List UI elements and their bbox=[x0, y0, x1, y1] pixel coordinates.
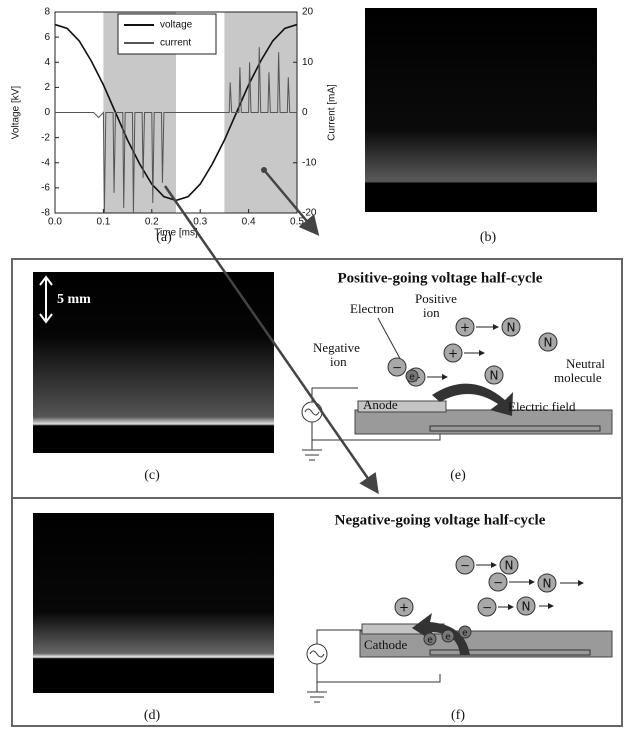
particle-symbol: + bbox=[460, 321, 470, 335]
panel-title: Positive-going voltage half-cycle bbox=[338, 270, 543, 286]
particle bbox=[405, 369, 419, 383]
caption: (e) bbox=[450, 468, 466, 483]
particle-symbol: − bbox=[493, 576, 503, 590]
particle-symbol: N bbox=[490, 369, 499, 383]
particle-symbol: e bbox=[445, 633, 451, 643]
scale-arrowheads bbox=[39, 275, 53, 324]
particle-symbol: − bbox=[482, 601, 492, 615]
y-tick-label: 2 bbox=[44, 82, 50, 93]
caption: (d) bbox=[144, 708, 161, 723]
x-tick-label: 0.3 bbox=[193, 217, 207, 228]
label: ion bbox=[423, 305, 440, 320]
caption: (a) bbox=[156, 230, 172, 245]
dielectric bbox=[354, 409, 613, 435]
electrode-label: Anode bbox=[363, 397, 398, 412]
label: Negative bbox=[313, 340, 360, 355]
y2-tick-label: 10 bbox=[302, 57, 314, 68]
y2-tick-label: 20 bbox=[302, 7, 314, 18]
link-dot bbox=[261, 167, 267, 173]
x-tick-label: 0.2 bbox=[145, 217, 159, 228]
caption: (b) bbox=[480, 230, 497, 245]
y-tick-label: 4 bbox=[44, 57, 50, 68]
particle bbox=[537, 573, 557, 593]
particle bbox=[443, 343, 463, 363]
particle-symbol: e bbox=[462, 629, 468, 639]
label: Neutral bbox=[566, 356, 605, 371]
field-arrow bbox=[432, 383, 513, 416]
y-axis-label: Voltage [kV] bbox=[11, 86, 22, 140]
particle-symbol: e bbox=[427, 636, 433, 646]
chart: 0.0 0.1 0.2 0.3 0.4 0.5-8-6-4-202468-20-10010… bbox=[11, 7, 338, 246]
y2-axis-label: Current [mA] bbox=[327, 84, 338, 141]
x-tick-label: 0.1 bbox=[96, 217, 110, 228]
buried-electrode bbox=[429, 649, 591, 656]
label: Positive bbox=[415, 291, 457, 306]
particle bbox=[423, 632, 437, 646]
particle-symbol: − bbox=[460, 559, 470, 573]
particle bbox=[387, 357, 407, 377]
y-tick-label: 6 bbox=[44, 32, 50, 43]
electrode bbox=[357, 400, 447, 413]
particle bbox=[477, 597, 497, 617]
particle-symbol: N bbox=[507, 321, 516, 335]
y2-tick-label: -20 bbox=[302, 208, 317, 219]
label: ion bbox=[330, 354, 347, 369]
y-tick-label: -6 bbox=[41, 183, 50, 194]
particle bbox=[394, 597, 414, 617]
y-tick-label: 8 bbox=[44, 7, 50, 18]
y-tick-label: -4 bbox=[41, 157, 50, 168]
particle bbox=[499, 555, 519, 575]
x-tick-label: 0.5 bbox=[290, 217, 304, 228]
buried-electrode bbox=[429, 425, 601, 432]
y2-tick-label: -10 bbox=[302, 157, 317, 168]
particle bbox=[501, 317, 521, 337]
link-arrow bbox=[163, 185, 379, 495]
particle bbox=[484, 365, 504, 385]
legend-label: current bbox=[160, 38, 191, 49]
caption: (c) bbox=[144, 468, 160, 483]
particle bbox=[516, 596, 536, 616]
particle-symbol: e bbox=[409, 373, 415, 383]
label: Electron bbox=[350, 301, 395, 316]
particle bbox=[455, 317, 475, 337]
particle-symbol: − bbox=[392, 361, 402, 375]
y-tick-label: -2 bbox=[41, 132, 50, 143]
scale-label: 5 mm bbox=[57, 292, 91, 307]
panel-frame bbox=[11, 497, 623, 727]
y-tick-label: 0 bbox=[44, 107, 50, 118]
link-arrow bbox=[263, 169, 320, 236]
particle bbox=[488, 572, 508, 592]
particle-symbol: + bbox=[448, 347, 458, 361]
panel-title: Negative-going voltage half-cycle bbox=[335, 512, 546, 528]
photo-d bbox=[33, 513, 274, 693]
field-arrow bbox=[412, 613, 470, 655]
legend-box bbox=[117, 13, 217, 55]
photo-b bbox=[365, 8, 597, 212]
x-tick-label: 0.4 bbox=[242, 217, 256, 228]
y2-tick-label: 0 bbox=[302, 107, 308, 118]
legend-label: voltage bbox=[160, 20, 193, 31]
particle bbox=[458, 625, 472, 639]
particle-symbol: N bbox=[543, 577, 552, 591]
photo-c bbox=[33, 272, 274, 453]
circuit-f bbox=[306, 629, 441, 703]
x-axis-label: Time [ms] bbox=[154, 228, 198, 239]
particle-symbol: + bbox=[399, 601, 409, 615]
series-line bbox=[55, 47, 297, 214]
y-tick-label: -8 bbox=[41, 208, 50, 219]
particle-symbol: N bbox=[544, 336, 553, 350]
caption: (f) bbox=[451, 708, 465, 723]
electrode-label: Cathode bbox=[364, 637, 408, 652]
x-tick-label: 0.0 bbox=[48, 217, 62, 228]
label: molecule bbox=[554, 370, 602, 385]
particle-symbol: N bbox=[505, 559, 514, 573]
particle bbox=[455, 555, 475, 575]
particle bbox=[538, 332, 558, 352]
particle bbox=[441, 629, 455, 643]
particle-symbol: N bbox=[522, 600, 531, 614]
field-label: Electric field bbox=[508, 399, 576, 414]
dielectric bbox=[359, 630, 613, 658]
